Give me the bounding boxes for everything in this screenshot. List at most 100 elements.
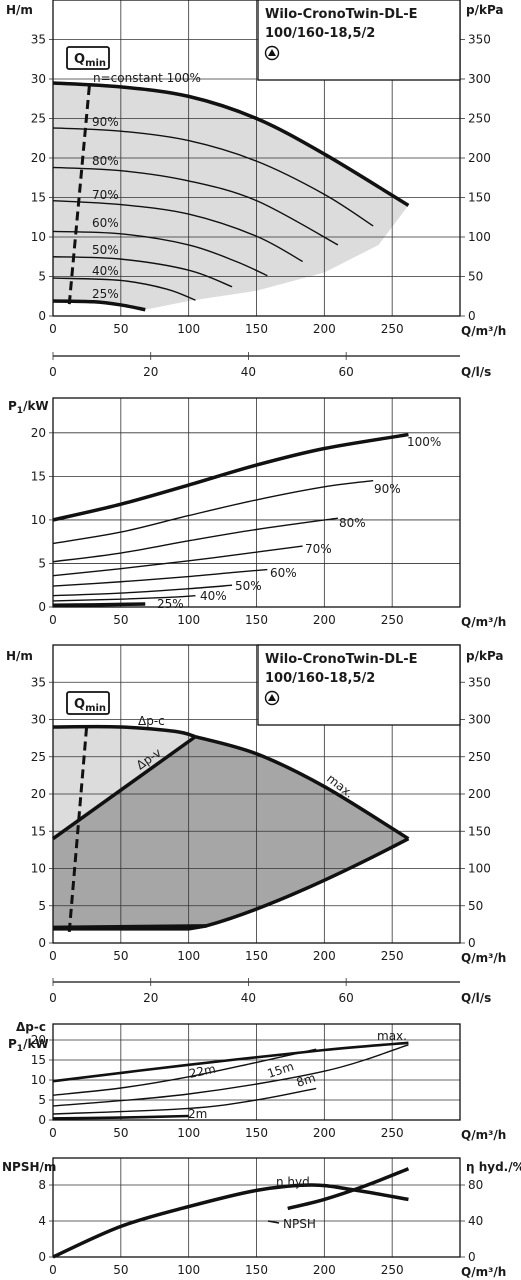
x-tick-label: 250 xyxy=(381,1263,404,1277)
y-axis-label: H/m xyxy=(6,649,33,663)
chart-3-control-modes: 0 50 100 150 200 2500510152025303505010015020… xyxy=(6,644,506,1005)
qmin-line xyxy=(67,723,89,932)
chart-1-speed-curves: 0 50 100 150 200 2500510152025303505010015020… xyxy=(6,0,506,379)
x-tick-label: 150 xyxy=(245,949,268,963)
x-tick-label: 0 xyxy=(49,322,57,336)
curve-70 xyxy=(52,199,303,263)
x-tick-label: 0 xyxy=(49,1126,57,1140)
operating-area xyxy=(53,82,409,310)
y-tick-label: 5 xyxy=(38,899,46,913)
y-tick-label: 35 xyxy=(31,33,46,47)
power-curve-25 xyxy=(52,602,146,608)
power-curve-60 xyxy=(52,568,268,587)
y2-tick-label: 300 xyxy=(468,72,491,86)
chart-title: Wilo-CronoTwin-DL-E xyxy=(265,652,418,667)
x-tick-label: 150 xyxy=(245,1263,268,1277)
curve-50 xyxy=(52,256,233,288)
x-tick-label: 250 xyxy=(381,1126,404,1140)
curve-label: 60% xyxy=(92,216,119,230)
y-tick-label: 10 xyxy=(31,1073,46,1087)
y2-tick-label: 300 xyxy=(468,713,491,727)
y2-tick-label: 0 xyxy=(468,936,476,950)
y-tick-label: 10 xyxy=(31,862,46,876)
dpc-area xyxy=(53,726,196,839)
curve-max xyxy=(194,734,410,841)
secondary-tick-label: 40 xyxy=(241,365,256,379)
curve-min xyxy=(53,837,410,931)
power-curve-label: 100% xyxy=(407,435,441,449)
x-tick-label: 0 xyxy=(49,1263,57,1277)
x-tick-label: 50 xyxy=(113,613,128,627)
y2-tick-label: 350 xyxy=(468,675,491,689)
power-curve-100 xyxy=(52,432,409,522)
npsh-leader xyxy=(267,1220,280,1224)
x-axis-label: Q/m³/h xyxy=(461,1265,506,1279)
y-tick-label: 0 xyxy=(38,309,46,323)
x-tick-label: 50 xyxy=(113,322,128,336)
y2-tick-label: 200 xyxy=(468,787,491,801)
dpc-power-curve xyxy=(52,1087,317,1115)
secondary-tick-label: 20 xyxy=(143,365,158,379)
x-tick-label: 250 xyxy=(381,322,404,336)
x-tick-label: 50 xyxy=(113,1126,128,1140)
y-tick-label: 4 xyxy=(38,1214,46,1228)
y-axis-label: P1/kW xyxy=(8,399,49,416)
x-axis-label: Q/m³/h xyxy=(461,324,506,338)
y-tick-label: 20 xyxy=(31,787,46,801)
x-tick-label: 100 xyxy=(177,613,200,627)
curve-25 xyxy=(52,299,146,312)
x-tick-label: 200 xyxy=(313,1263,336,1277)
x-tick-label: 100 xyxy=(177,949,200,963)
curve-label: n=constant 100% xyxy=(93,71,201,85)
secondary-tick-label: 0 xyxy=(49,365,57,379)
power-curve-90 xyxy=(52,480,374,545)
qmin-label: Qmin xyxy=(74,52,106,69)
chart-title: 100/160-18,5/2 xyxy=(265,26,375,41)
curve-label: 80% xyxy=(92,154,119,168)
curve-label: 40% xyxy=(92,264,119,278)
y-tick-label: 25 xyxy=(31,112,46,126)
y-tick-label: 25 xyxy=(31,750,46,764)
y2-tick-label: 100 xyxy=(468,230,491,244)
y2-tick-label: 200 xyxy=(468,151,491,165)
x-tick-label: 100 xyxy=(177,1263,200,1277)
curve-80 xyxy=(52,166,339,246)
chart-title: 100/160-18,5/2 xyxy=(265,671,375,686)
x-tick-label: 0 xyxy=(49,949,57,963)
power-curve-label: 25% xyxy=(157,597,184,611)
power-curve-label: 90% xyxy=(374,482,401,496)
power-curve-label: 60% xyxy=(270,566,297,580)
y2-tick-label: 0 xyxy=(468,309,476,323)
x-tick-label: 200 xyxy=(313,613,336,627)
y-tick-label: 20 xyxy=(31,426,46,440)
power-curve-label: 70% xyxy=(305,542,332,556)
curve-40 xyxy=(52,277,196,301)
curve-label: 90% xyxy=(92,115,119,129)
dpc-curve-label: 22m xyxy=(188,1062,217,1081)
curve-60 xyxy=(52,230,268,277)
y2-tick-label: 150 xyxy=(468,191,491,205)
y-axis-label: NPSH/m xyxy=(2,1160,56,1174)
power-curve-label: 50% xyxy=(235,579,262,593)
qmin-line xyxy=(67,82,92,305)
plot-frame xyxy=(52,1023,461,1121)
curve-label: 50% xyxy=(92,243,119,257)
power-curve-70 xyxy=(52,545,303,577)
chart-title: Wilo-CronoTwin-DL-E xyxy=(265,7,418,22)
x-tick-label: 150 xyxy=(245,1126,268,1140)
plot-frame xyxy=(52,1157,461,1258)
secondary-tick-label: 20 xyxy=(143,991,158,1005)
x-tick-label: 200 xyxy=(313,322,336,336)
power-curve-label: 40% xyxy=(200,589,227,603)
y-tick-label: 30 xyxy=(31,72,46,86)
dpc-power-curve xyxy=(52,1041,409,1083)
x-tick-label: 100 xyxy=(177,1126,200,1140)
y-tick-label: 20 xyxy=(31,1033,46,1047)
y2-tick-label: 0 xyxy=(468,1250,476,1264)
title-box xyxy=(257,644,461,726)
dpc-curve-label: 8m xyxy=(295,1071,318,1090)
y2-tick-label: 150 xyxy=(468,824,491,838)
secondary-tick-label: 60 xyxy=(339,365,354,379)
